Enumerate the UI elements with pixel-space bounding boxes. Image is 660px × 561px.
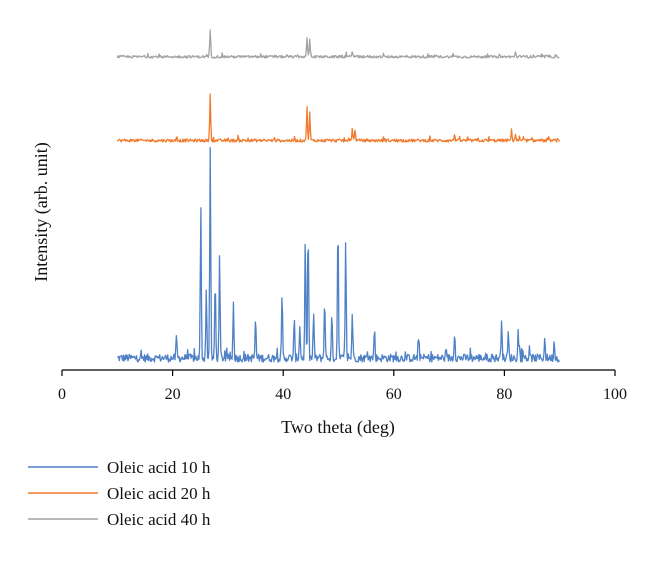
x-axis-label: Two theta (deg) [281, 417, 395, 438]
x-tick-label: 20 [165, 386, 181, 403]
legend-label: Oleic acid 40 h [107, 510, 211, 529]
series-line-1 [117, 146, 560, 363]
legend: Oleic acid 10 h Oleic acid 20 h Oleic acid… [28, 458, 211, 529]
legend-label: Oleic acid 10 h [107, 458, 211, 477]
x-ticks: 0 20 40 60 80 100 [58, 370, 627, 403]
x-tick-label: 100 [603, 386, 627, 403]
x-tick-label: 80 [496, 386, 512, 403]
y-axis-label: Intensity (arb. unit) [31, 142, 52, 281]
x-tick-label: 40 [275, 386, 291, 403]
series-line-3 [116, 29, 560, 59]
x-tick-label: 0 [58, 386, 66, 403]
series-layer [116, 29, 560, 363]
x-tick-label: 60 [386, 386, 402, 403]
legend-label: Oleic acid 20 h [107, 484, 211, 503]
series-line-2 [116, 93, 560, 143]
